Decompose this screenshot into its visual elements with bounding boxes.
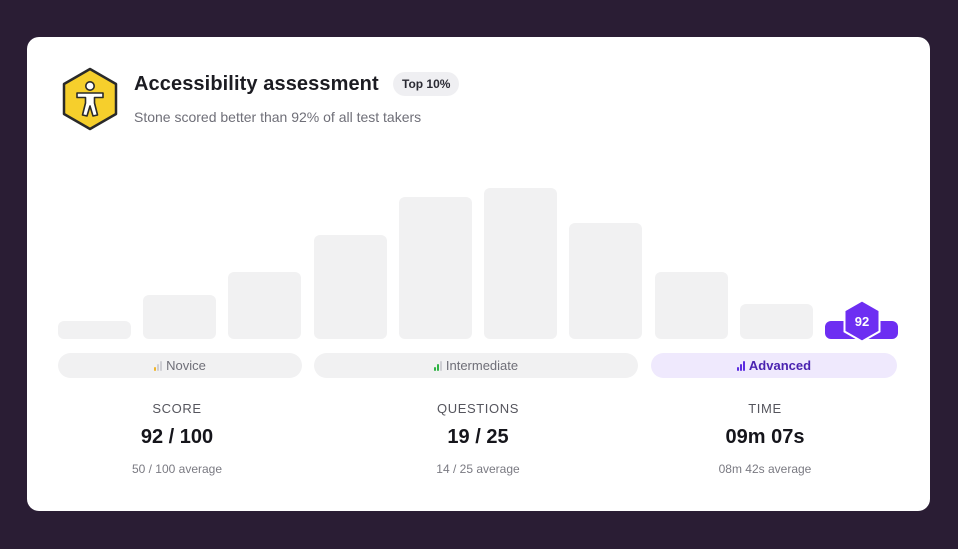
level-label: Intermediate — [445, 358, 519, 373]
chart-bar — [399, 197, 472, 339]
chart-bar — [484, 188, 557, 339]
assessment-card: Accessibility assessment Top 10% Stone s… — [27, 37, 930, 511]
chart-bar — [569, 223, 642, 339]
stat-value: 92 / 100 — [140, 426, 214, 448]
signal-bars-icon — [736, 360, 745, 371]
level-label: Novice — [166, 358, 206, 373]
page-subtitle: Stone scored better than 92% of all test… — [134, 109, 422, 125]
stat-label: TIME — [748, 401, 782, 416]
chart-bar — [58, 321, 131, 339]
stat-label: QUESTIONS — [437, 401, 519, 416]
rank-badge: Top 10% — [393, 72, 460, 96]
stat-label: SCORE — [152, 401, 202, 416]
level-novice: Novice — [58, 353, 302, 378]
stat-average: 08m 42s average — [718, 462, 812, 476]
accessibility-person-icon — [62, 67, 118, 131]
score-distribution-chart: 92 — [58, 157, 898, 343]
level-label: Advanced — [748, 358, 812, 373]
chart-bar — [143, 295, 216, 339]
chart-bar — [228, 272, 301, 339]
stat-time: TIME 09m 07s 08m 42s average — [615, 401, 915, 476]
stat-average: 50 / 100 average — [131, 462, 223, 476]
level-scale: Novice Intermediate Advanced — [58, 353, 897, 378]
stat-value: 19 / 25 — [447, 426, 509, 448]
stat-score: SCORE 92 / 100 50 / 100 average — [27, 401, 327, 476]
page-title: Accessibility assessment — [134, 73, 379, 95]
chart-data-label: 92 — [854, 314, 870, 329]
stat-questions: QUESTIONS 19 / 25 14 / 25 average — [328, 401, 628, 476]
stat-average: 14 / 25 average — [436, 462, 520, 476]
chart-bar — [655, 272, 728, 339]
signal-bars-icon — [154, 360, 163, 371]
level-intermediate: Intermediate — [314, 353, 638, 378]
stat-value: 09m 07s — [725, 426, 805, 448]
level-advanced: Advanced — [651, 353, 897, 378]
signal-bars-icon — [433, 360, 442, 371]
chart-bar — [740, 304, 813, 339]
chart-bar — [314, 235, 387, 339]
score-hexagon-icon — [843, 299, 881, 343]
